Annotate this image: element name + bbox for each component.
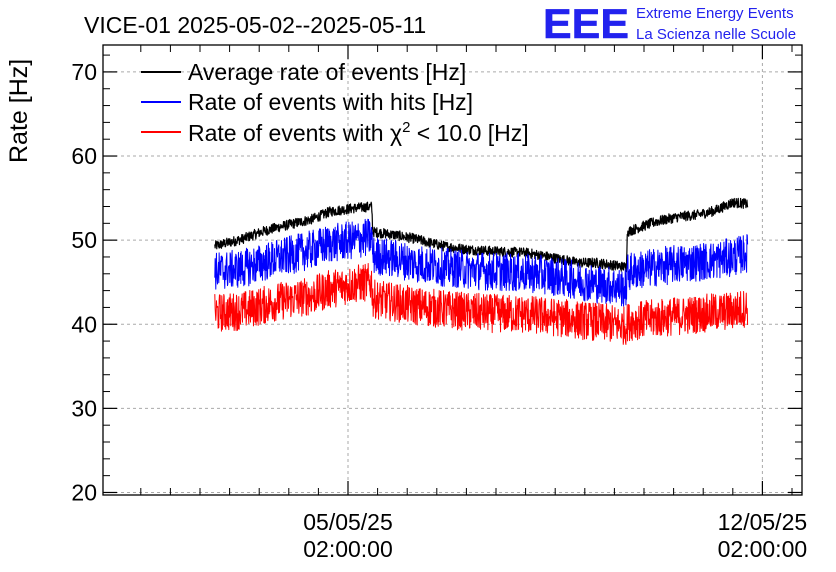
x-tick-label-time-0: 02:00:00 <box>303 536 393 562</box>
legend-chi2-prefix: Rate of events with <box>188 120 390 146</box>
legend-chi-symbol: χ <box>390 120 402 146</box>
eee-logo: EEE Extreme Energy Events La Scienza nel… <box>543 0 796 47</box>
series-layer <box>214 197 749 345</box>
series-line-0 <box>214 197 749 273</box>
logo-line-2: La Scienza nelle Scuole <box>636 26 796 43</box>
y-axis-title: Rate [Hz] <box>5 59 33 163</box>
legend-label-average: Average rate of events [Hz] <box>188 59 466 85</box>
chart-title: VICE-01 2025-05-02--2025-05-11 <box>84 12 426 38</box>
series-line-1 <box>214 218 749 307</box>
legend-label-hits: Rate of events with hits [Hz] <box>188 89 473 115</box>
legend: Average rate of events [Hz] Rate of even… <box>141 59 529 146</box>
plot-frame <box>102 44 803 496</box>
legend-chi-superscript: 2 <box>402 119 410 136</box>
series-line-2 <box>214 263 749 345</box>
y-tick-label-50: 50 <box>71 227 97 253</box>
axis-ticks: 20304050607005/05/2502:00:0012/05/2502:0… <box>71 45 807 562</box>
x-tick-label-date-1: 12/05/25 <box>718 509 808 535</box>
y-tick-label-30: 30 <box>71 395 97 421</box>
legend-label-chi2: Rate of events with χ2 < 10.0 [Hz] <box>188 119 529 146</box>
x-tick-label-date-0: 05/05/25 <box>303 509 393 535</box>
y-tick-label-70: 70 <box>71 59 97 85</box>
y-tick-label-60: 60 <box>71 143 97 169</box>
eee-logo-mark: EEE <box>543 0 629 47</box>
y-tick-label-20: 20 <box>71 479 97 505</box>
legend-chi2-suffix: < 10.0 [Hz] <box>410 120 528 146</box>
x-tick-label-time-1: 02:00:00 <box>718 536 808 562</box>
y-tick-label-40: 40 <box>71 311 97 337</box>
logo-line-1: Extreme Energy Events <box>636 5 794 22</box>
